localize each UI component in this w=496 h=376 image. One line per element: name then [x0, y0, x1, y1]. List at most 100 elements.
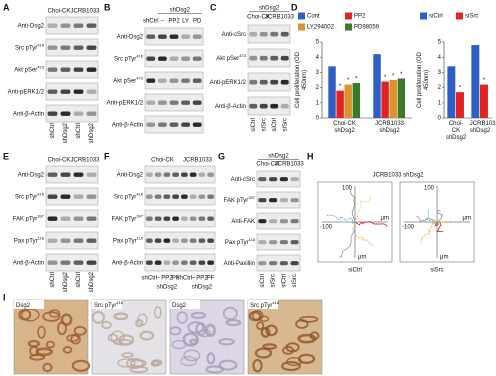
band: [73, 260, 84, 265]
row-label-text: FAK pTyr: [224, 198, 249, 204]
significance-mark: *: [483, 78, 486, 84]
band: [258, 198, 267, 203]
unit-label: μm: [358, 255, 366, 261]
band: [73, 194, 84, 199]
tissue-gland: [285, 342, 300, 353]
band: [181, 260, 188, 265]
panel-letter: B: [104, 2, 111, 12]
row-label-text: Anti-β-Actin: [112, 260, 143, 266]
band: [47, 238, 58, 243]
band: [172, 238, 179, 243]
bar: [328, 66, 336, 118]
bar: [373, 54, 381, 118]
x-tick-label: Choi-CK shDsg2: [333, 121, 356, 134]
row-label-sup: 416: [136, 54, 143, 59]
axis-top-label: 100: [342, 186, 353, 192]
band: [146, 194, 153, 199]
tissue-gland: [222, 306, 238, 321]
y-tick-label: 2: [316, 85, 320, 91]
significance-mark: *: [384, 75, 387, 81]
y-axis-label: Cell proliferation (OD 450nm): [295, 51, 308, 109]
row-label-sup: 118: [137, 236, 144, 241]
band: [60, 111, 71, 116]
row-label: Anti-Dsg2: [117, 34, 144, 40]
lane-label: PP2: [168, 19, 180, 25]
band: [146, 78, 156, 83]
row-label-text: Anti-β-Actin: [13, 260, 44, 266]
cell-track: [350, 186, 356, 223]
lane-label: –: [156, 276, 160, 282]
band: [169, 56, 179, 61]
row-label-sup: 118: [249, 237, 256, 242]
band: [47, 45, 58, 50]
group-label: shDsg2: [170, 8, 191, 14]
lane-label: shDsg2: [89, 271, 95, 292]
row-label-sup: 416: [136, 192, 143, 197]
band: [270, 103, 279, 109]
tissue-gland: [262, 343, 277, 350]
lane-label: PF: [172, 276, 180, 282]
tissue-gland: [62, 346, 73, 354]
tissue-gland: [189, 338, 199, 346]
legend-swatch: [298, 23, 305, 31]
row-label-text: Anti-Paxillin: [224, 261, 255, 267]
y-tick-label: 4: [438, 55, 442, 61]
row-label-text: Pax pTyr: [225, 240, 249, 246]
band: [198, 194, 206, 199]
panel-letter: H: [307, 151, 314, 161]
band: [47, 111, 58, 116]
row-label: Anti-pERK1/2: [107, 100, 144, 106]
cell-line-label: Choi-CK: [48, 9, 71, 15]
band: [73, 216, 84, 221]
band: [192, 56, 202, 61]
band: [181, 56, 191, 61]
blot-strip: [247, 96, 291, 116]
band: [154, 194, 162, 199]
tissue-gland: [205, 323, 217, 338]
y-tick-label: 3: [316, 70, 320, 76]
tissue-gland: [299, 315, 319, 323]
row-label: Anti-β-Actin: [13, 260, 44, 266]
row-label: Anti-β-Actin: [215, 104, 246, 110]
tissue-gland: [256, 321, 265, 331]
band: [163, 260, 171, 265]
band: [198, 238, 206, 243]
band: [259, 79, 268, 85]
band: [279, 177, 288, 182]
y-tick-label: 5: [438, 40, 442, 46]
tissue-gland: [182, 332, 199, 347]
y-tick-label: 3: [438, 70, 442, 76]
band: [157, 78, 167, 83]
band: [146, 56, 156, 61]
band: [258, 261, 267, 266]
band: [249, 103, 258, 109]
band: [207, 260, 214, 265]
row-label-text: Anti-β-Actin: [13, 111, 44, 117]
image-label-text: Dsg2: [172, 303, 187, 309]
band: [270, 31, 279, 37]
blot-strip: [45, 82, 99, 101]
band: [192, 78, 202, 83]
band: [189, 216, 197, 221]
blot-strip: [144, 253, 216, 272]
panel-letter: E: [3, 151, 9, 161]
legend-swatch: [298, 12, 305, 20]
row-label-sup: 397: [136, 214, 143, 219]
axis-top-label: 100: [424, 186, 435, 192]
tissue-gland: [260, 326, 271, 338]
row-label-text: Anti-pERK1/2: [107, 100, 144, 106]
lane-label: siSrc: [292, 274, 298, 287]
band: [47, 194, 58, 199]
band: [47, 216, 58, 221]
panel-letter: D: [291, 2, 298, 12]
band: [86, 89, 97, 94]
band: [249, 79, 258, 85]
lane-label: siSrc: [261, 118, 267, 131]
row-label-sup: 118: [38, 236, 45, 241]
lane-label: shCtrl: [142, 276, 158, 282]
band: [146, 122, 156, 127]
row-label-text: Src pTyr: [114, 56, 136, 62]
row-label-sup: 397: [37, 214, 44, 219]
blot-strip: [247, 48, 291, 68]
blot-strip: [45, 165, 99, 184]
